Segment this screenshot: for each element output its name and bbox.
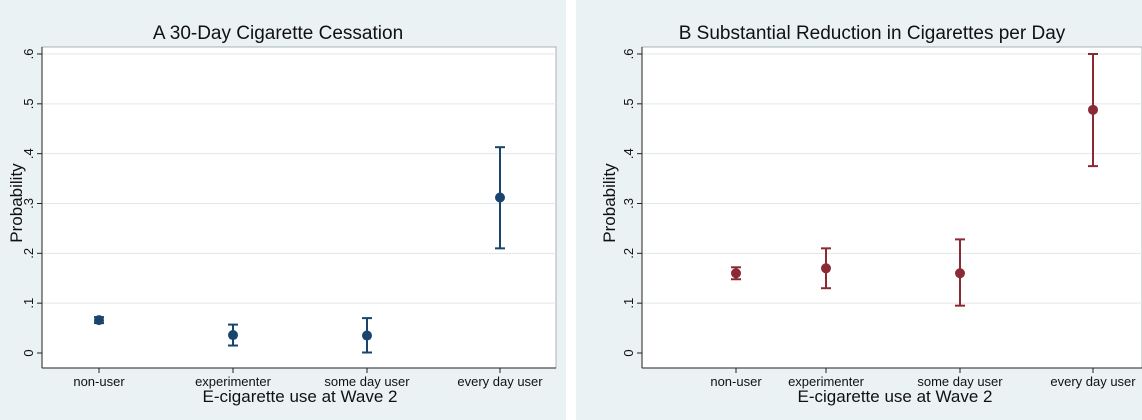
x-tick-label: every day user: [1050, 374, 1136, 389]
data-point: [1088, 105, 1098, 115]
y-axis-title-a: Probability: [7, 163, 26, 243]
y-tick-label: .1: [21, 298, 36, 309]
y-axis-title-b: Probability: [600, 163, 619, 243]
chart-title-b: B Substantial Reduction in Cigarettes pe…: [679, 23, 1066, 44]
y-tick-label: .6: [621, 49, 636, 60]
plot-area-b: [642, 47, 1142, 368]
data-point: [731, 268, 741, 278]
panel-a: 0.1.2.3.4.5.6 non-user experimenter some da…: [0, 0, 566, 420]
chart-title-a: A 30-Day Cigarette Cessation: [153, 23, 403, 44]
data-point: [955, 268, 965, 278]
y-tick-label: .4: [21, 148, 36, 159]
y-tick-label: .2: [21, 248, 36, 259]
y-tick-label: .1: [621, 298, 636, 309]
y-tick-label: .3: [621, 198, 636, 209]
y-tick-label: 0: [21, 349, 36, 356]
x-tick-label: non-user: [710, 374, 762, 389]
data-point: [228, 330, 238, 340]
y-tick-label: .5: [621, 98, 636, 109]
y-tick-label: .5: [21, 98, 36, 109]
data-point: [94, 315, 104, 325]
y-tick-label: 0: [621, 349, 636, 356]
plot-area-a: [42, 47, 556, 368]
x-axis-title-a: E-cigarette use at Wave 2: [203, 387, 398, 406]
y-tick-label: .4: [621, 148, 636, 159]
y-tick-label: .6: [21, 49, 36, 60]
data-point: [821, 263, 831, 273]
x-axis-title-b: E-cigarette use at Wave 2: [798, 387, 993, 406]
data-point-group: [94, 315, 104, 325]
x-tick-label: every day user: [457, 374, 543, 389]
panel-b: 0.1.2.3.4.5.6 non-user experimenter some da…: [576, 0, 1142, 420]
data-point: [362, 331, 372, 341]
x-tick-label: non-user: [73, 374, 125, 389]
y-tick-label: .2: [621, 248, 636, 259]
data-point: [495, 193, 505, 203]
